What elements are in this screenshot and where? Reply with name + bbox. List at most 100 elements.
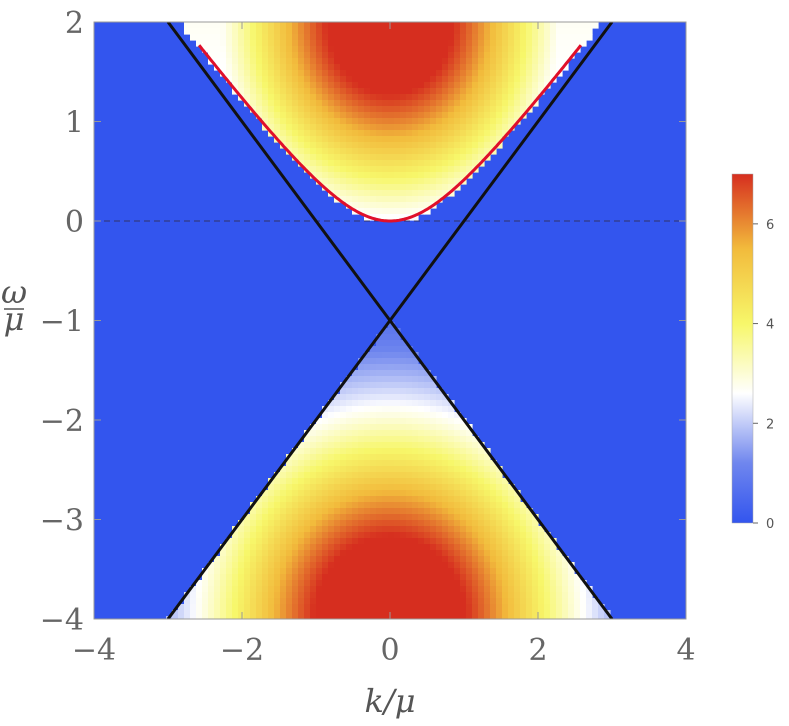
heat-cell <box>412 106 419 113</box>
heat-cell <box>346 118 353 125</box>
heat-cell <box>286 604 293 611</box>
heat-cell <box>388 166 395 173</box>
heat-cell <box>364 172 371 179</box>
heat-cell <box>352 502 359 509</box>
heat-cell <box>484 604 491 611</box>
heat-cell <box>394 484 401 491</box>
heat-cell <box>418 616 425 619</box>
heat-cell <box>274 574 281 581</box>
heat-cell <box>382 88 389 95</box>
heat-cell <box>502 94 509 101</box>
heat-cell <box>460 490 467 497</box>
heat-cell <box>508 28 515 35</box>
heat-cell <box>550 64 557 71</box>
heat-cell <box>424 106 431 113</box>
heat-cell <box>430 184 437 191</box>
heat-cell <box>286 610 293 617</box>
heat-cell <box>286 124 293 131</box>
heat-cell <box>328 448 335 455</box>
heat-cell <box>310 520 317 527</box>
heat-cell <box>502 574 509 581</box>
heat-cell <box>376 568 383 575</box>
heat-cell <box>268 34 275 41</box>
heat-cell <box>352 148 359 155</box>
heat-cell <box>400 484 407 491</box>
heat-cell <box>340 196 347 203</box>
heat-cell <box>346 388 353 395</box>
heat-cell <box>334 46 341 53</box>
heat-cell <box>322 166 329 173</box>
heat-cell <box>298 592 305 599</box>
heat-cell <box>328 154 335 161</box>
heat-cell <box>370 364 377 371</box>
heat-cell <box>328 64 335 71</box>
heat-cell <box>418 166 425 173</box>
heat-cell <box>532 22 539 29</box>
heat-cell <box>412 22 419 29</box>
heat-cell <box>292 124 299 131</box>
heat-cell <box>418 424 425 431</box>
heat-cell <box>394 46 401 53</box>
heat-cell <box>352 382 359 389</box>
heat-cell <box>340 484 347 491</box>
heat-cell <box>370 22 377 29</box>
heat-cell <box>322 124 329 131</box>
heat-cell <box>436 496 443 503</box>
heat-cell <box>334 412 341 419</box>
heat-cell <box>376 610 383 617</box>
heat-cell <box>220 550 227 557</box>
heat-cell <box>256 544 263 551</box>
heat-cell <box>418 382 425 389</box>
heat-cell <box>286 478 293 485</box>
heat-cell <box>346 502 353 509</box>
heat-cell <box>406 514 413 521</box>
heat-cell <box>538 544 545 551</box>
heat-cell <box>376 70 383 77</box>
heat-cell <box>292 598 299 605</box>
heat-cell <box>418 34 425 41</box>
heat-cell <box>322 484 329 491</box>
heat-cell <box>262 526 269 533</box>
heat-cell <box>448 604 455 611</box>
heat-cell <box>382 442 389 449</box>
heat-cell <box>364 568 371 575</box>
heat-cell <box>484 616 491 619</box>
heat-cell <box>358 88 365 95</box>
heat-cell <box>490 604 497 611</box>
heat-cell <box>466 52 473 59</box>
heat-cell <box>334 598 341 605</box>
heat-cell <box>472 58 479 65</box>
heat-cell <box>292 514 299 521</box>
heat-cell <box>220 586 227 593</box>
heat-cell <box>328 574 335 581</box>
heat-cell <box>400 472 407 479</box>
heat-cell <box>490 460 497 467</box>
heat-cell <box>298 28 305 35</box>
y-axis-ticks: 210−1−2−3−4 <box>40 6 686 638</box>
heat-cell <box>364 454 371 461</box>
heat-cell <box>352 592 359 599</box>
heat-cell <box>322 94 329 101</box>
heat-cell <box>232 22 239 29</box>
heat-cell <box>448 46 455 53</box>
heat-cell <box>370 538 377 545</box>
heat-cell <box>436 28 443 35</box>
heat-cell <box>550 610 557 617</box>
heat-cell <box>478 28 485 35</box>
heat-cell <box>490 568 497 575</box>
heat-cell <box>466 484 473 491</box>
heat-cell <box>370 46 377 53</box>
heat-cell <box>340 100 347 107</box>
heat-cell <box>484 502 491 509</box>
heat-cell <box>316 520 323 527</box>
heat-cell <box>382 532 389 539</box>
heat-cell <box>322 106 329 113</box>
heat-cell <box>478 520 485 527</box>
heat-cell <box>304 88 311 95</box>
heat-cell <box>514 22 521 29</box>
heat-cell <box>532 568 539 575</box>
heat-cell <box>472 118 479 125</box>
heat-cell <box>292 556 299 563</box>
heat-cell <box>406 556 413 563</box>
heat-cell <box>328 166 335 173</box>
